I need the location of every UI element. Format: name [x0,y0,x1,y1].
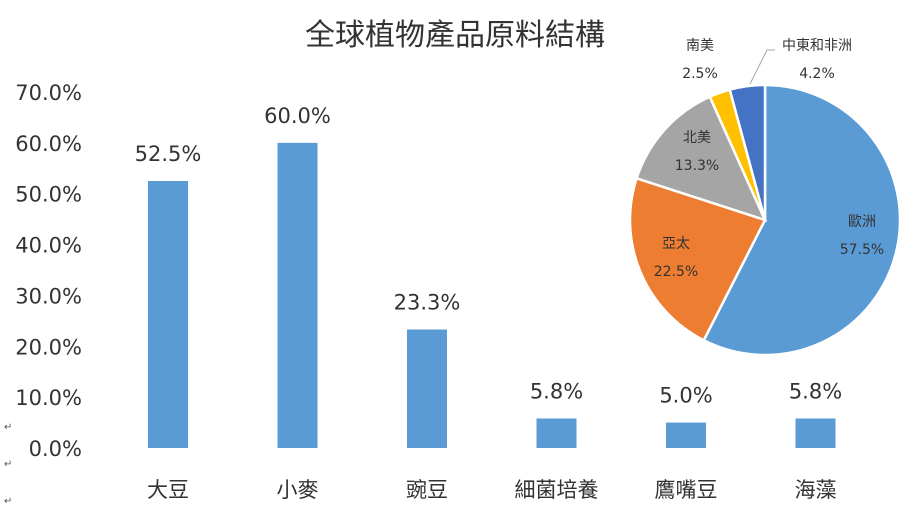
y-tick-label: 20.0% [15,335,82,359]
bar-data-label: 52.5% [135,142,202,166]
x-tick-label: 大豆 [147,478,189,502]
paragraph-mark: ↵ [4,496,12,507]
paragraph-mark: ↵ [4,459,12,470]
pie-category-label: 亞太 [662,236,690,252]
bar-data-label: 5.8% [789,380,842,404]
bar-data-label: 60.0% [264,104,331,128]
y-tick-label: 0.0% [29,437,82,461]
pie-category-label: 歐洲 [848,214,876,230]
bar [536,418,577,448]
x-tick-label: 海藻 [795,478,837,502]
pie-slice [635,95,768,223]
pie-slice [628,176,767,342]
bar-data-label: 5.0% [659,384,712,408]
pie-category-label: 北美 [683,130,711,146]
leader-line [749,49,775,85]
x-tick-label: 豌豆 [406,478,448,502]
x-tick-label: 鷹嘴豆 [655,478,718,502]
pie-data-label: 2.5% [682,66,718,82]
y-tick-label: 30.0% [15,284,82,308]
pie-slice [702,83,902,357]
y-tick-label: 50.0% [15,183,82,207]
pie-chart: 歐洲 57.5% 亞太 22.5% 北美 13.3% 南美 2.5% 中東和非洲 4.2% [628,38,902,357]
pie-slice [728,83,767,221]
bar [666,422,706,448]
pie-data-label: 57.5% [840,242,884,258]
chart-title: 全球植物產品原料結構 [305,18,605,53]
bar-series: 52.5% 大豆 60.0% 小麥 23.3% 豌豆 5.8% 細菌培養 5.0% 鷹嘴豆 5.8%… [135,104,843,502]
bar-data-label: 5.8% [530,380,583,404]
bar [148,181,188,448]
bar [795,418,836,448]
x-tick-label: 小麥 [277,478,319,502]
y-tick-label: 40.0% [15,234,82,258]
y-tick-label: 60.0% [15,132,82,156]
paragraph-mark: ↵ [4,422,12,433]
pie-data-label: 4.2% [799,66,835,82]
pie-category-label: 南美 [686,38,714,54]
paragraph-marks: ↵ ↵ ↵ [4,422,12,507]
x-tick-label: 細菌培養 [515,478,599,502]
pie-data-label: 13.3% [675,158,719,174]
y-tick-label: 10.0% [15,386,82,410]
bar-data-label: 23.3% [394,291,461,315]
pie-data-label: 22.5% [654,264,698,280]
y-tick-label: 70.0% [15,81,82,105]
y-axis: 0.0% 10.0% 20.0% 30.0% 40.0% 50.0% 60.0% 70.0% [15,81,82,461]
bar [277,142,318,448]
bar [407,329,447,448]
pie-category-label: 中東和非洲 [782,38,852,54]
